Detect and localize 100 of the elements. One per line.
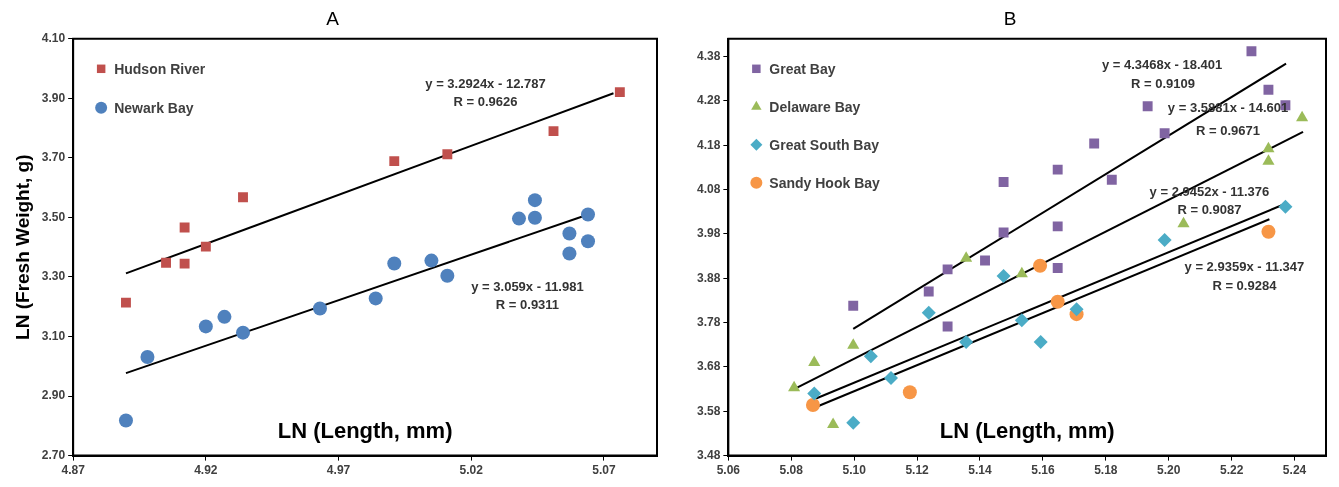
x-tick-label: 5.07 [592,463,616,478]
point [179,258,190,269]
point [1069,302,1084,317]
annotation: R = 0.9626 [453,93,518,109]
point [847,338,860,349]
y-tick-label: 2.70 [41,447,66,462]
x-tick-label: 5.10 [842,463,867,478]
y-tick-label: 3.50 [41,209,66,224]
legend-label: Hudson River [114,60,206,77]
y-tick-label: 3.88 [697,270,721,285]
point [1052,263,1063,273]
point [1159,128,1170,139]
y-tick-label: 3.48 [697,447,721,462]
point [527,193,542,208]
point [1052,221,1063,232]
chart-title: B [1003,7,1017,29]
point [1262,154,1275,165]
annotation: R = 0.9284 [1212,277,1278,293]
y-tick-label: 2.90 [41,388,66,403]
x-tick-label: 5.20 [1157,463,1181,478]
x-tick-label: 5.02 [459,463,484,478]
point [312,301,327,316]
x-tick-label: 4.87 [61,463,86,478]
point [1052,164,1063,175]
point [442,149,453,160]
point [1033,258,1048,273]
point [1157,233,1172,248]
point [512,211,526,226]
point [562,226,577,241]
point [1033,335,1048,350]
legend-label: Delaware Bay [769,98,861,115]
x-tick-label: 4.97 [326,463,351,478]
y-tick-label: 3.78 [697,314,721,329]
point [863,349,878,364]
point [788,380,801,392]
y-tick-label: 4.28 [697,93,721,108]
point [1015,266,1028,278]
point [424,253,439,268]
point [808,355,821,366]
annotation: R = 0.9087 [1177,202,1242,218]
annotation: y = 3.059x - 11.981 [471,279,584,295]
point [1014,313,1029,328]
point [1263,84,1274,95]
point [200,241,211,252]
point [942,321,953,332]
point [121,297,131,308]
point [198,319,213,334]
annotation: R = 0.9671 [1196,123,1261,139]
y-axis-title: LN (Fresh Weight, g) [11,154,33,340]
point [883,371,898,385]
legend-label: Newark Bay [114,99,194,116]
point [179,222,190,233]
annotation: R = 0.9109 [1131,76,1196,92]
chart-title: A [326,7,340,29]
point [1142,101,1153,112]
point [827,417,840,429]
point [527,210,542,225]
y-tick-label: 4.18 [697,137,721,152]
point [236,325,250,340]
y-tick-label: 4.08 [697,181,721,196]
point [1246,46,1257,57]
point [902,385,917,400]
point [581,207,595,222]
x-tick-label: 5.08 [779,463,804,478]
point [921,305,936,320]
point [980,255,990,266]
point [440,268,455,283]
point [807,386,822,401]
x-axis-title: LN (Length, mm) [939,417,1115,443]
x-tick-label: 5.16 [1031,463,1055,478]
annotation: y = 3.2924x - 12.787 [425,75,546,91]
point [1261,224,1276,239]
point [1177,216,1190,228]
annotation: y = 4.3468x - 18.401 [1101,57,1223,73]
point [996,269,1011,284]
point [368,291,383,306]
point [562,246,577,261]
point [1089,138,1100,149]
point [960,251,973,262]
point [805,398,820,413]
x-tick-label: 5.14 [968,463,992,478]
point [1262,141,1275,153]
point [923,286,934,297]
annotation: y = 2.9359x - 11.347 [1184,258,1305,274]
point [548,126,559,137]
point [238,192,248,203]
y-tick-label: 4.10 [41,31,66,46]
point [848,300,859,311]
y-tick-label: 3.98 [697,226,721,241]
legend-label: Sandy Hook Bay [769,174,881,191]
point [942,264,953,275]
point [998,227,1009,238]
y-tick-label: 4.38 [697,48,721,63]
point [140,350,155,365]
x-tick-label: 4.92 [194,463,218,478]
x-tick-label: 5.06 [716,463,741,478]
x-tick-label: 5.12 [905,463,930,478]
point [581,234,595,249]
annotation: R = 0.9311 [495,297,560,313]
y-tick-label: 3.68 [697,359,721,374]
